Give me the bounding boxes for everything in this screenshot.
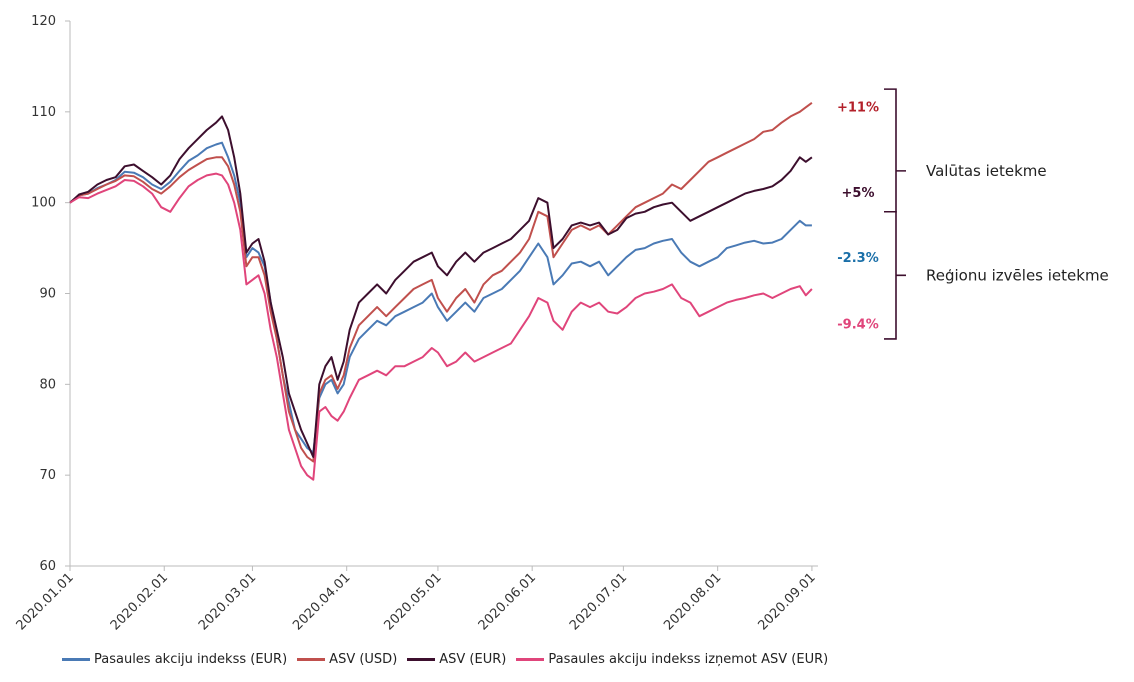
x-tick-label: 2020.02.01: [108, 570, 171, 633]
legend-label: Pasaules akciju indekss izņemot ASV (EUR…: [548, 652, 829, 667]
y-tick-label: 90: [39, 287, 56, 302]
data-annotation: -9.4%: [837, 317, 878, 332]
legend-swatch: [297, 658, 326, 661]
legend: Pasaules akciju indekss (EUR) ASV (USD) …: [62, 652, 838, 667]
legend-swatch: [407, 658, 436, 661]
x-tick-label: 2020.04.01: [290, 570, 353, 633]
x-tick-label: 2020.05.01: [382, 570, 445, 633]
x-tick-label: 2020.09.01: [756, 570, 819, 633]
legend-label: Pasaules akciju indekss (EUR): [94, 652, 288, 667]
y-tick-label: 80: [39, 377, 56, 392]
data-annotation: -2.3%: [837, 251, 878, 266]
legend-item: Pasaules akciju indekss izņemot ASV (EUR…: [516, 652, 828, 667]
x-tick-label: 2020.08.01: [661, 570, 724, 633]
y-tick-label: 70: [39, 468, 56, 483]
series-layer: [69, 101, 813, 481]
legend-item: ASV (USD): [297, 652, 397, 667]
data-annotation: +11%: [837, 100, 879, 115]
legend-label: ASV (EUR): [439, 652, 507, 667]
data-annotation: +5%: [842, 186, 875, 201]
series-line-2: [69, 115, 813, 458]
legend-label: ASV (USD): [329, 652, 398, 667]
y-tick-label: 120: [31, 14, 56, 29]
series-line-3: [69, 172, 813, 481]
legend-item: Pasaules akciju indekss (EUR): [62, 652, 287, 667]
x-tick-label: 2020.01.01: [14, 570, 77, 633]
series-line-0: [69, 141, 812, 454]
x-tick-label: 2020.03.01: [196, 570, 259, 633]
legend-swatch: [516, 658, 545, 661]
y-tick-label: 60: [39, 559, 56, 574]
series-line-1: [69, 101, 813, 463]
y-tick-label: 100: [31, 196, 56, 211]
bracket: [884, 88, 906, 213]
bracket-label: Reģionu izvēles ietekme: [926, 266, 1109, 284]
legend-swatch: [62, 658, 90, 661]
y-tick-label: 110: [31, 105, 56, 120]
bracket: [884, 210, 906, 340]
axes: 60 70 80 90 100 110 120 2020.01.01 2020.02.01 202…: [14, 14, 819, 633]
legend-item: ASV (EUR): [407, 652, 506, 667]
bracket-label: Valūtas ietekme: [926, 162, 1047, 180]
x-tick-label: 2020.07.01: [567, 570, 630, 633]
annotation-layer: +11% +5% -2.3% -9.4% Valūtas ietekme Reģionu …: [837, 88, 1109, 340]
x-tick-label: 2020.06.01: [476, 570, 539, 633]
